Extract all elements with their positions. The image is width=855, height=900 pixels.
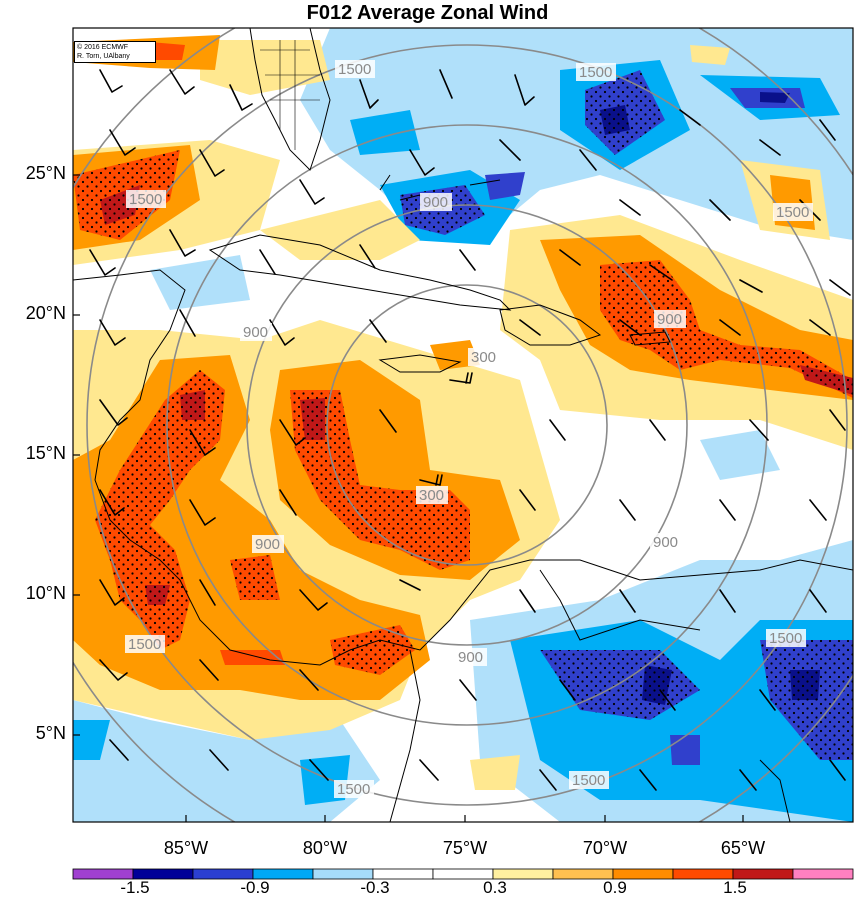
lat-label-10n: 10°N [25,583,66,603]
ring-label-900-upper-right: 900 [657,311,682,328]
ring-label-1500-top: 1500 [338,61,371,78]
ring-label-1500-lower-left: 1500 [128,636,161,653]
lon-label-75w: 75°W [442,838,488,858]
lat-label-5n: 5°N [35,723,66,743]
jamaica-coast [378,354,462,373]
lat-label-20n: 20°N [25,303,66,323]
cuba-coast [208,234,512,311]
hispaniola-coast [499,304,602,346]
colorbar-label-0-9: 0.9 [603,878,627,897]
colorbar-label-neg-0-9: -0.9 [240,878,270,897]
county-lines [255,28,320,150]
guiana-coast [759,759,791,822]
ring-label-900-right: 900 [653,534,678,551]
colorbar-label-1-5: 1.5 [723,878,747,897]
credit-box: © 2016 ECMWF R. Torn, UAlbany [74,41,156,63]
map-frame [72,27,854,823]
map-panel: 300 300 900 900 900 900 900 900 1500 150… [73,28,853,822]
puerto-rico-coast [629,331,671,346]
lat-label-25n: 25°N [25,163,66,183]
ring-label-1500-right-lower: 1500 [769,630,802,647]
ring-label-300-top: 300 [471,349,496,366]
ring-label-1500-bottom: 1500 [337,781,370,798]
chart-title: F012 Average Zonal Wind [306,2,549,24]
ring-label-900-left: 900 [243,324,268,341]
ring-label-1500-upper-left: 1500 [129,191,162,208]
colorbar-label-0-3: 0.3 [483,878,507,897]
wind-barbs [89,69,851,791]
range-ring-labels: 300 300 900 900 900 900 900 900 1500 150… [125,60,813,798]
range-ring-1200 [86,44,848,806]
venezuela-coast [539,569,701,641]
lat-label-15n: 15°N [25,443,66,463]
ring-label-1500-bottom-right: 1500 [572,772,605,789]
ring-label-900-bottom: 900 [458,649,483,666]
lon-label-85w: 85°W [163,838,209,858]
lon-label-70w: 70°W [582,838,628,858]
ring-label-300-bottom: 300 [419,487,444,504]
colorbar-swatch-12 [792,868,854,880]
ring-label-1500-right: 1500 [776,204,809,221]
coastlines [73,28,853,822]
colorbar-label-neg-0-3: -0.3 [360,878,390,897]
ring-label-1500-top-right: 1500 [579,64,612,81]
florida-coast [249,28,331,171]
colorbar [72,868,854,880]
axis-ticks [73,174,744,822]
ring-label-900-top: 900 [423,194,448,211]
colorbar-label-neg-1-5: -1.5 [120,878,150,897]
range-rings [73,28,853,822]
central-south-america-coast [73,269,853,666]
positive-stipple [73,150,853,675]
andes-coast [389,649,421,822]
range-ring-300 [326,284,608,566]
ring-label-900-lower-left: 900 [255,536,280,553]
lon-label-65w: 65°W [720,838,766,858]
range-ring-600 [246,204,688,646]
lon-label-80w: 80°W [302,838,348,858]
credit-copyright: © 2016 ECMWF [77,44,129,51]
credit-author: R. Torn, UAlbany [77,53,130,60]
range-ring-900 [166,124,768,726]
bahamas-coast [379,174,501,201]
